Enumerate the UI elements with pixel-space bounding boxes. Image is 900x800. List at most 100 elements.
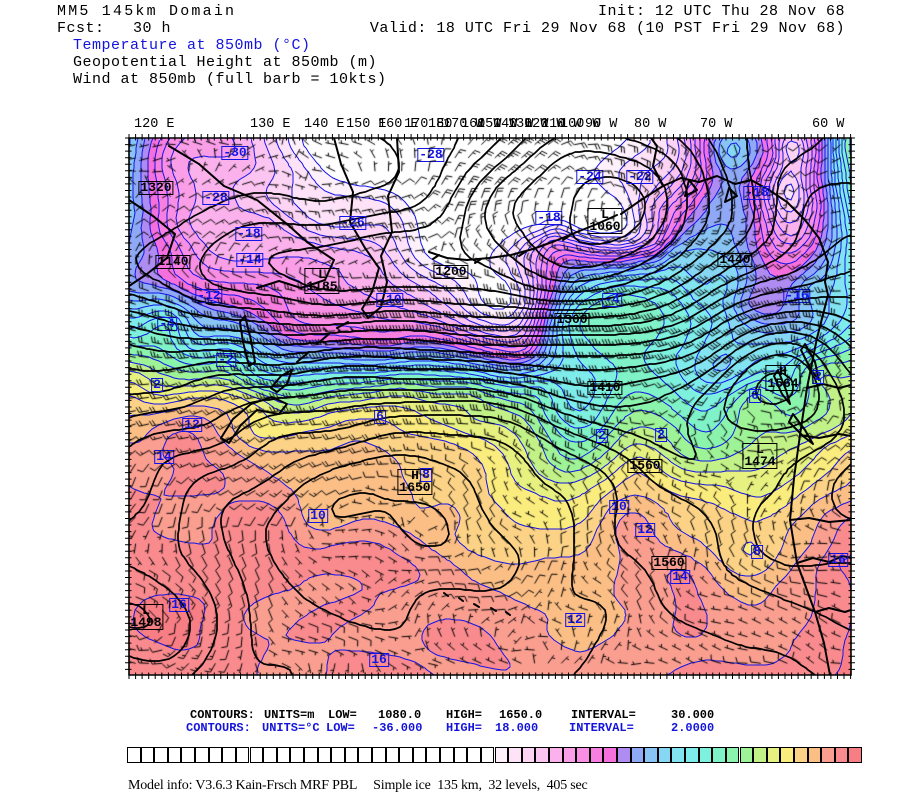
colorbar-cell	[821, 747, 835, 763]
colorbar-cell	[766, 747, 781, 763]
longitude-label: 140 W	[493, 117, 534, 132]
longitude-label: 130 E	[250, 117, 291, 132]
colorbar-cell	[385, 747, 400, 763]
colorbar-cell	[739, 747, 754, 763]
field-line: Temperature at 850mb (°C)	[73, 37, 311, 54]
longitude-label: 100 W	[560, 117, 601, 132]
colorbar-cell	[834, 747, 849, 763]
colorbar-cell	[644, 747, 658, 763]
legend-text: -36.000	[372, 720, 423, 735]
longitude-label: 150 E	[346, 117, 387, 132]
longitude-label: 70 W	[700, 117, 733, 132]
colorbar-cell	[181, 747, 196, 763]
model-domain-title: MM5 145km Domain	[57, 3, 237, 20]
colorbar-cell	[412, 747, 427, 763]
colorbar-cell	[399, 747, 413, 763]
longitude-label: 120 W	[524, 117, 565, 132]
colorbar-cell	[494, 747, 509, 763]
longitude-label: 110 W	[541, 117, 582, 132]
longitude-label: 160 W	[461, 117, 502, 132]
colorbar-cell	[331, 747, 345, 763]
legend-text: 30.000	[671, 708, 715, 722]
colorbar-cell	[793, 747, 808, 763]
legend-text: CONTOURS:	[190, 708, 255, 722]
colorbar-cell	[617, 747, 631, 763]
colorbar-cell	[480, 747, 495, 763]
longitude-label: 150 W	[477, 117, 518, 132]
legend-text: 2.0000	[671, 720, 715, 735]
colorbar-cell	[657, 747, 672, 763]
colorbar-cell	[535, 747, 549, 763]
colorbar-cell	[589, 747, 604, 763]
colorbar-cell	[848, 747, 862, 763]
legend-text: 1080.0	[378, 708, 422, 722]
legend-text: UNITS=m	[264, 708, 315, 722]
wind-barbs-layer	[129, 138, 851, 675]
temperature-colorbar	[127, 747, 862, 763]
colorbar-cell	[195, 747, 209, 763]
colorbar-cell	[167, 747, 182, 763]
legend-text: HIGH=	[446, 708, 483, 722]
longitude-label: 60 W	[812, 117, 845, 132]
colorbar-cell	[508, 747, 522, 763]
colorbar-cell	[317, 747, 332, 763]
longitude-label: 80 W	[634, 117, 667, 132]
valid-time: Valid: 18 UTC Fri 29 Nov 68 (10 PST Fri …	[369, 20, 845, 37]
colorbar-cell	[372, 747, 386, 763]
longitude-label: 140 E	[304, 117, 345, 132]
colorbar-cell	[671, 747, 686, 763]
field-line: Wind at 850mb (full barb = 10kts)	[73, 71, 387, 88]
field-line: Geopotential Height at 850mb (m)	[73, 54, 378, 71]
colorbar-cell	[562, 747, 577, 763]
colorbar-cell	[358, 747, 372, 763]
colorbar-cell	[603, 747, 617, 763]
longitude-label: 170 W	[443, 117, 484, 132]
model-info: Model info: V3.6.3 Kain-Frsch MRF PBL Si…	[128, 778, 588, 793]
forecast-hour: Fcst: 30 h	[57, 20, 172, 37]
colorbar-cell	[154, 747, 168, 763]
colorbar-cell	[208, 747, 223, 763]
longitude-label: 90 W	[585, 117, 618, 132]
colorbar-cell	[467, 747, 481, 763]
longitude-label: 130 W	[508, 117, 549, 132]
colorbar-cell	[222, 747, 236, 763]
longitude-label: 160 E	[378, 117, 419, 132]
colorbar-cell	[712, 747, 726, 763]
longitude-label: 170 E	[404, 117, 445, 132]
colorbar-cell	[344, 747, 359, 763]
colorbar-cell	[698, 747, 713, 763]
colorbar-cell	[521, 747, 536, 763]
legend-text: LOW=	[326, 720, 355, 735]
grid-tick-marks	[125, 134, 855, 679]
colorbar-cell	[453, 747, 468, 763]
colorbar-cell	[753, 747, 767, 763]
longitude-label: 120 E	[134, 117, 175, 132]
legend-text: INTERVAL=	[571, 708, 636, 722]
colorbar-cell	[780, 747, 794, 763]
colorbar-cell	[140, 747, 155, 763]
colorbar-cell	[263, 747, 277, 763]
init-time: Init: 12 UTC Thu 28 Nov 68	[597, 3, 845, 20]
colorbar-cell	[303, 747, 318, 763]
legend-text: UNITS=°C	[262, 720, 320, 735]
forecast-map: L1185L1060H1650H1564L1474L14981200114013…	[125, 134, 855, 679]
colorbar-cell	[685, 747, 699, 763]
colorbar-cell	[290, 747, 304, 763]
colorbar-cell	[249, 747, 264, 763]
legend-text: CONTOURS:	[186, 720, 251, 735]
legend-text: LOW=	[328, 708, 357, 722]
colorbar-cell	[548, 747, 563, 763]
legend-text: HIGH=	[446, 720, 483, 735]
legend-text: 1650.0	[499, 708, 543, 722]
colorbar-cell	[276, 747, 291, 763]
colorbar-cell	[576, 747, 590, 763]
colorbar-cell	[807, 747, 822, 763]
colorbar-cell	[440, 747, 454, 763]
legend-text: 18.000	[495, 720, 539, 735]
longitude-label: 180	[428, 117, 453, 132]
colorbar-cell	[630, 747, 645, 763]
colorbar-cell	[426, 747, 441, 763]
colorbar-cell	[127, 747, 141, 763]
legend-text: INTERVAL=	[569, 720, 634, 735]
